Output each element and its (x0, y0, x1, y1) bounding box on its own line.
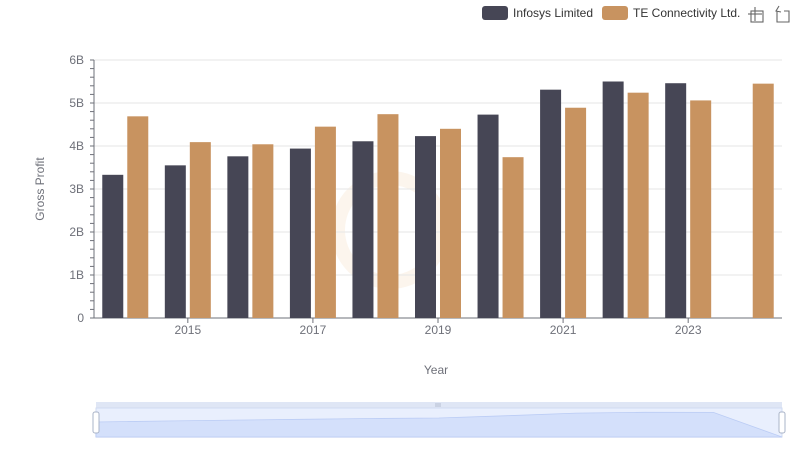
legend: Infosys Limited TE Connectivity Ltd. (482, 6, 740, 20)
bar-infosys-2019[interactable] (415, 136, 436, 318)
bar-te-connectivity-2016[interactable] (252, 144, 274, 318)
zoom-select-icon[interactable] (748, 7, 764, 23)
bar-te-connectivity-2023[interactable] (690, 100, 712, 318)
data-zoom-selected-range[interactable] (96, 408, 782, 437)
bar-infosys-2017[interactable] (289, 148, 311, 318)
data-zoom-grip-icon[interactable] (435, 403, 441, 407)
bar-infosys-2015[interactable] (164, 165, 186, 318)
bar-te-connectivity-2019[interactable] (440, 128, 461, 318)
bar-te-connectivity-2024[interactable] (752, 83, 774, 319)
bar-infosys-2020[interactable] (477, 114, 499, 318)
x-tick-label: 2015 (174, 323, 201, 337)
bar-te-connectivity-2020[interactable] (502, 157, 524, 318)
bar-te-connectivity-2014[interactable] (127, 116, 149, 318)
bar-infosys-2016[interactable] (227, 156, 249, 318)
legend-item-te-connectivity[interactable]: TE Connectivity Ltd. (602, 6, 740, 20)
bar-te-connectivity-2022[interactable] (627, 92, 649, 319)
y-axis: 0 1B 2B 3B 4B 5B 6B (69, 53, 95, 325)
y-tick-label: 1B (69, 268, 84, 282)
bars[interactable] (102, 81, 774, 319)
zoom-reset-icon[interactable] (775, 5, 790, 23)
legend-swatch-te-connectivity (602, 6, 628, 20)
x-tick-label: 2019 (425, 323, 452, 337)
x-tick-label: 2017 (300, 323, 327, 337)
x-axis-title: Year (424, 363, 448, 377)
bar-te-connectivity-2015[interactable] (189, 142, 211, 318)
y-tick-label: 6B (69, 53, 84, 67)
bar-infosys-2022[interactable] (602, 81, 624, 319)
bar-te-connectivity-2021[interactable] (565, 107, 587, 318)
bar-infosys-2014[interactable] (102, 174, 124, 318)
bar-infosys-2023[interactable] (665, 83, 687, 318)
y-tick-label: 5B (69, 96, 84, 110)
data-zoom-slider[interactable] (92, 402, 786, 438)
y-tick-label: 4B (69, 139, 84, 153)
bar-te-connectivity-2017[interactable] (314, 126, 336, 319)
data-zoom-top-bar[interactable] (96, 402, 782, 408)
legend-item-infosys[interactable]: Infosys Limited (482, 6, 593, 20)
y-axis-title: Gross Profit (33, 157, 47, 221)
legend-swatch-infosys (482, 6, 508, 20)
x-axis: 2015 2017 2019 2021 2023 (94, 317, 782, 337)
data-zoom-handle-right[interactable] (778, 411, 786, 434)
data-zoom-preview-area (95, 411, 783, 438)
bar-infosys-2018[interactable] (352, 141, 374, 318)
legend-label-infosys: Infosys Limited (513, 6, 593, 20)
y-tick-label: 3B (69, 182, 84, 196)
bar-infosys-2021[interactable] (540, 89, 562, 318)
y-tick-label: 2B (69, 225, 84, 239)
bar-te-connectivity-2018[interactable] (377, 114, 399, 319)
x-tick-label: 2021 (550, 323, 577, 337)
legend-label-te-connectivity: TE Connectivity Ltd. (633, 6, 740, 20)
y-tick-label: 0 (77, 311, 84, 325)
data-zoom-handle-left[interactable] (92, 411, 100, 434)
x-tick-label: 2023 (675, 323, 702, 337)
